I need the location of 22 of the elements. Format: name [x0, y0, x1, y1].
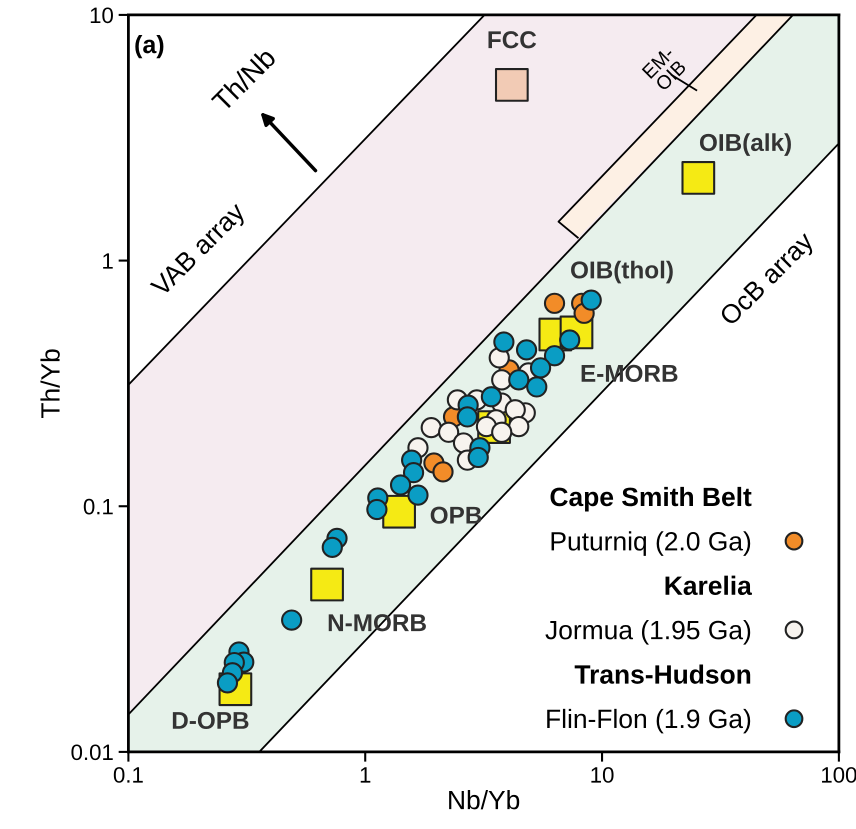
annotation: FCC — [488, 31, 536, 48]
x-tick-label: 1 — [360, 767, 370, 783]
y-tick-label: 0.01 — [71, 744, 113, 760]
legend-label: Jormua (1.95 Ga) — [545, 620, 750, 645]
y-tick-label: 0.1 — [84, 498, 113, 515]
y-tick-label: 1 — [103, 253, 113, 269]
annotation: Karelia — [666, 576, 752, 596]
annotation: Cape Smith Belt — [550, 486, 752, 512]
x-tick-label: 0.1 — [114, 767, 143, 783]
annotation: OIB(thol) — [571, 260, 673, 284]
annotation: EM- OIB — [642, 46, 687, 92]
legend-label: Puturniq (2.0 Ga) — [552, 531, 750, 556]
annotation: D-OPB — [172, 712, 248, 730]
x-tick-label: 10 — [591, 767, 614, 783]
annotation: OIB(alk) — [700, 133, 791, 156]
y-tick-label: 10 — [90, 7, 113, 24]
legend-label: Flin-Flon (1.9 Ga) — [547, 708, 750, 734]
annotation: OPB — [430, 506, 482, 524]
annotation: Trans-Hudson — [574, 664, 750, 684]
x-axis-title: Nb/Yb — [449, 790, 520, 810]
annotation: (a) — [135, 34, 164, 58]
y-axis-title: Th/Yb — [40, 349, 60, 418]
